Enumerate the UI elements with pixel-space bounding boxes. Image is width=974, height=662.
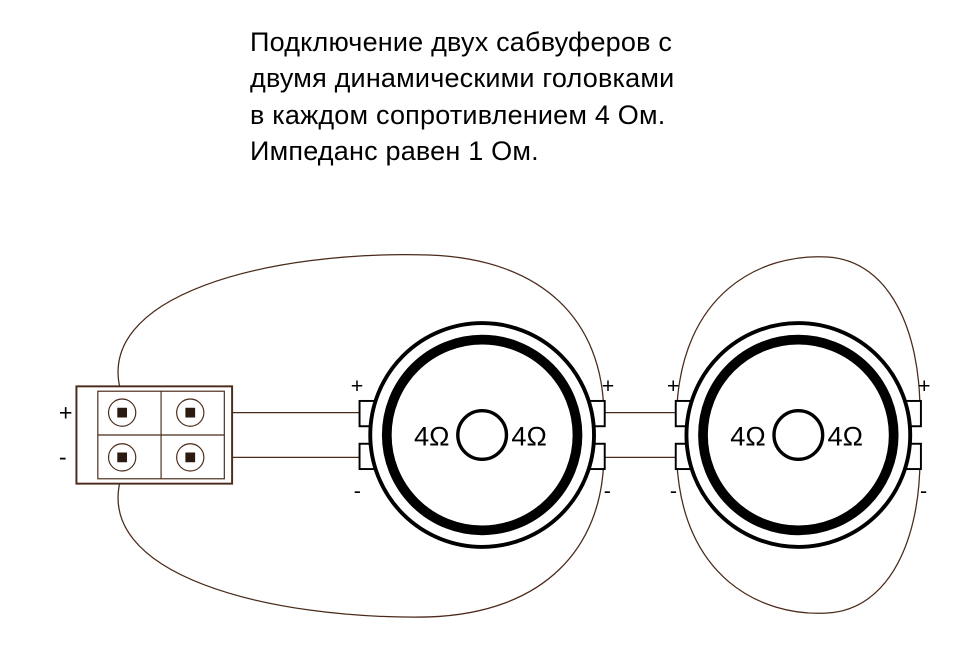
- s2-left-minus: -: [670, 479, 677, 503]
- s1-right-minus: -: [604, 479, 611, 503]
- s1-left-minus: -: [354, 479, 361, 503]
- terminal-label-plus: +: [59, 399, 73, 425]
- title-block: Подключение двух сабвуферов с двумя дина…: [250, 24, 850, 170]
- s2-right-plus: +: [918, 374, 931, 398]
- title-line-3: в каждом сопротивлением 4 Ом.: [250, 97, 850, 133]
- terminal-block: + -: [59, 386, 232, 483]
- title-line-1: Подключение двух сабвуферов с: [250, 24, 850, 60]
- wiring-diagram: + - 4Ω 4Ω + - +: [20, 230, 954, 640]
- terminal-screw-4: [177, 444, 204, 471]
- s2-left-plus: +: [667, 374, 680, 398]
- terminal-label-minus: -: [59, 444, 67, 470]
- s2-right-coil-label: 4Ω: [828, 421, 864, 452]
- s1-left-plus: +: [351, 374, 364, 398]
- speaker-1: 4Ω 4Ω + - + -: [351, 323, 615, 547]
- terminal-screw-2: [109, 444, 136, 471]
- speaker-2: 4Ω 4Ω + - + -: [667, 323, 931, 547]
- s2-left-coil-label: 4Ω: [730, 421, 766, 452]
- s2-right-minus: -: [920, 479, 927, 503]
- s2-ring-outer: [686, 323, 910, 547]
- s1-right-coil-label: 4Ω: [511, 421, 547, 452]
- title-line-2: двумя динамическими головками: [250, 60, 850, 96]
- s1-left-coil-label: 4Ω: [414, 421, 450, 452]
- page: Подключение двух сабвуферов с двумя дина…: [0, 0, 974, 662]
- s1-ring-outer: [370, 323, 594, 547]
- title-line-4: Импеданс равен 1 Ом.: [250, 133, 850, 169]
- s1-right-plus: +: [602, 374, 615, 398]
- terminal-screw-3: [177, 399, 204, 426]
- terminal-screw-1: [109, 399, 136, 426]
